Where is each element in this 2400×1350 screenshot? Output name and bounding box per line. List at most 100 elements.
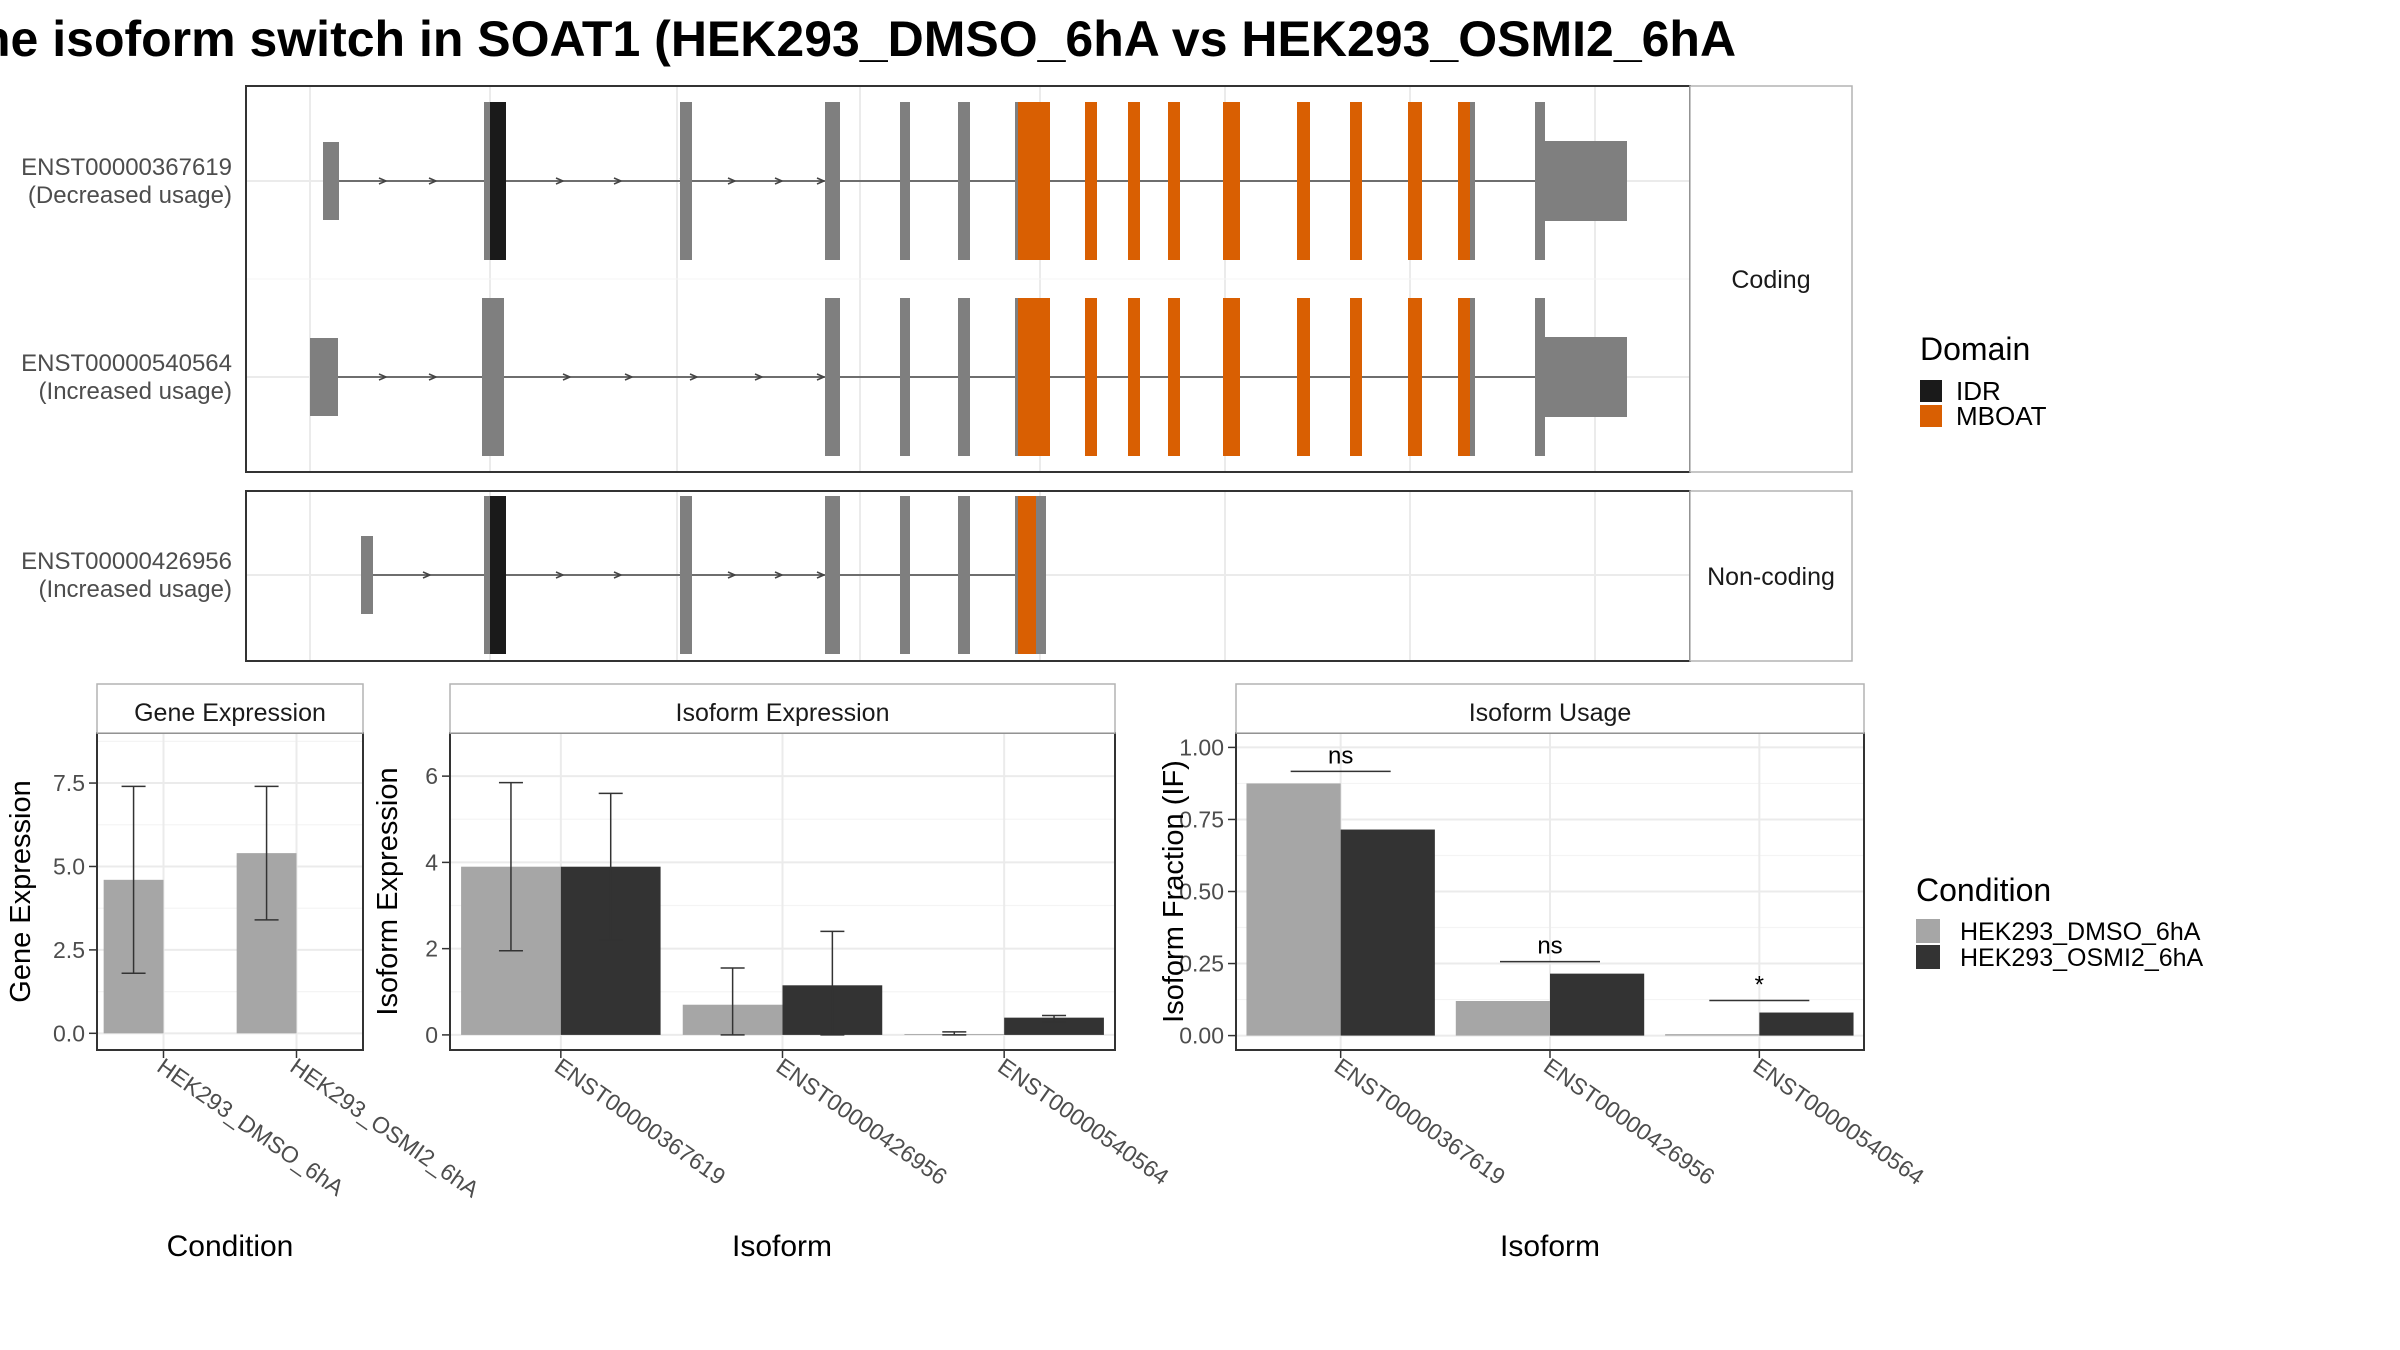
- strand-arrow: [624, 373, 634, 381]
- x-axis-label: Isoform: [732, 1230, 832, 1263]
- exon-block: [958, 102, 970, 260]
- strand-arrow: [378, 373, 388, 381]
- exon-block: [958, 298, 970, 456]
- y-tick-label: 6: [425, 763, 438, 789]
- chart-title: Isoform Usage: [1469, 699, 1632, 727]
- mboat-domain-block: [1018, 298, 1050, 456]
- bar: [1455, 1001, 1550, 1036]
- y-tick-label: 0.00: [1179, 1023, 1224, 1049]
- legend-key-condition: [1916, 945, 1940, 969]
- y-tick-label: 2.5: [53, 937, 85, 963]
- usage-label: (Increased usage): [39, 576, 232, 603]
- mboat-domain-block: [1350, 298, 1362, 456]
- idr-domain-block: [490, 102, 506, 260]
- strand-arrow: [727, 571, 737, 579]
- strand-arrow: [754, 373, 764, 381]
- mboat-domain-block: [1297, 298, 1310, 456]
- transcript-label: ENST00000426956: [21, 548, 232, 575]
- error-bar: [498, 781, 523, 952]
- structure-panel-coding: ENST00000367619(Decreased usage)ENST0000…: [21, 85, 1853, 473]
- domain-legend-title: Domain: [1920, 331, 2030, 367]
- condition-legend-title: Condition: [1916, 872, 2051, 908]
- transcript-ENST00000426956: ENST00000426956(Increased usage): [21, 496, 1046, 654]
- mboat-domain-block: [1458, 102, 1470, 260]
- exon-block: [825, 102, 840, 260]
- strand-arrow: [562, 373, 572, 381]
- strand-arrow: [555, 177, 565, 185]
- mboat-domain-block: [1168, 102, 1180, 260]
- exon-block: [900, 298, 910, 456]
- transcript-ENST00000540564: ENST00000540564(Increased usage): [21, 298, 1627, 456]
- facet-strip: [449, 683, 1116, 734]
- legend-key-condition: [1916, 919, 1940, 943]
- mboat-domain-block: [1408, 102, 1422, 260]
- y-tick-label: 1.00: [1179, 734, 1224, 760]
- legend-label: MBOAT: [1956, 401, 2047, 431]
- exon-block: [310, 338, 338, 416]
- strand-arrow: [774, 177, 784, 185]
- y-axis-label: Isoform Expression: [372, 767, 404, 1015]
- y-tick-label: 0.75: [1179, 806, 1224, 832]
- strand-arrow: [613, 571, 623, 579]
- exon-block: [361, 536, 373, 614]
- facet-strip: [1689, 85, 1853, 473]
- utr-block: [1535, 141, 1627, 221]
- exon-block: [680, 496, 692, 654]
- y-tick-label: 0.50: [1179, 879, 1224, 905]
- strand-arrow: [816, 571, 826, 579]
- x-tick-label: ENST00000540564: [993, 1053, 1174, 1190]
- y-tick-label: 2: [425, 936, 438, 962]
- mboat-domain-block: [1018, 496, 1036, 654]
- x-tick-label: ENST00000367619: [550, 1053, 730, 1190]
- chart-isoform-expression: Isoform Expression 0 2 4 6 ENST00000367619 ENS…: [372, 683, 1174, 1263]
- mboat-domain-block: [1018, 102, 1050, 260]
- figure-title: he isoform switch in SOAT1 (HEK293_DMSO_…: [0, 11, 1736, 67]
- legend-key-idr: [1920, 380, 1942, 402]
- error-bar: [820, 930, 845, 1036]
- chart-isoform-usage: ns ns * Isoform Usage 0.00 0.25 0.50 0.75 1.00 EN…: [1158, 683, 1929, 1263]
- legend-key-mboat: [1920, 405, 1942, 427]
- strand-arrow: [613, 177, 623, 185]
- mboat-domain-block: [1458, 298, 1470, 456]
- significance-marker: ns: [1290, 742, 1391, 773]
- mboat-domain-block: [1085, 298, 1097, 456]
- exon-block: [900, 496, 910, 654]
- bar: [1759, 1012, 1854, 1036]
- exon-block: [825, 298, 840, 456]
- x-tick-label: ENST00000426956: [1539, 1053, 1719, 1190]
- x-axis-label: Condition: [167, 1230, 294, 1263]
- exon-block: [958, 496, 970, 654]
- mboat-domain-block: [1350, 102, 1362, 260]
- facet-strip-label: Coding: [1731, 266, 1810, 294]
- strand-arrow: [555, 571, 565, 579]
- facet-strip: [96, 683, 364, 734]
- legend-label: HEK293_OSMI2_6hA: [1960, 944, 2204, 972]
- idr-domain-block: [490, 496, 506, 654]
- exon-block: [900, 102, 910, 260]
- mboat-domain-block: [1128, 102, 1140, 260]
- x-axis-label: Isoform: [1500, 1230, 1600, 1263]
- strand-arrow: [428, 373, 438, 381]
- facet-strip: [1689, 490, 1853, 662]
- significance-label: *: [1755, 972, 1764, 999]
- mboat-domain-block: [1408, 298, 1422, 456]
- strand-arrow: [816, 373, 826, 381]
- transcript-structure-plot: ENST00000367619(Decreased usage)ENST0000…: [21, 85, 1853, 662]
- strand-arrow: [428, 177, 438, 185]
- y-axis-label: Isoform Fraction (IF): [1158, 760, 1190, 1023]
- usage-label: (Decreased usage): [28, 182, 232, 209]
- y-tick-label: 0: [425, 1022, 438, 1048]
- exon-block: [323, 142, 339, 220]
- strand-arrow: [689, 373, 699, 381]
- exon-block: [482, 337, 504, 417]
- error-bar: [121, 785, 146, 975]
- mboat-domain-block: [1128, 298, 1140, 456]
- strand-arrow: [378, 177, 388, 185]
- x-tick-label: ENST00000540564: [1748, 1053, 1929, 1190]
- y-tick-label: 7.5: [53, 770, 85, 796]
- mboat-domain-block: [1223, 298, 1240, 456]
- bar: [1665, 1034, 1760, 1036]
